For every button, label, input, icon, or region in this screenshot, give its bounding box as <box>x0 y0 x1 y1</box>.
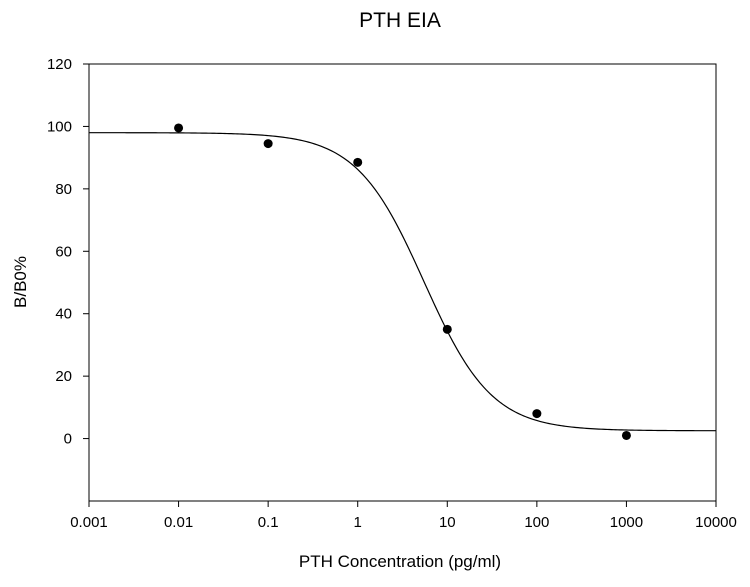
plot-frame <box>88 63 717 502</box>
x-tick-label: 10 <box>439 514 456 531</box>
y-axis-label: B/B0% <box>11 256 30 308</box>
x-tick-label: 0.1 <box>258 514 279 531</box>
fit-curve-line <box>89 132 716 432</box>
x-axis-ticks: 0.001 0.01 0.1 1 10 100 1000 10000 <box>70 501 737 531</box>
data-point <box>353 157 363 167</box>
y-tick-label: 20 <box>55 368 72 385</box>
chart-title: PTH EIA <box>359 9 441 32</box>
x-tick-label: 1 <box>354 514 362 531</box>
x-tick-label: 1000 <box>610 514 643 531</box>
y-tick-label: 60 <box>55 243 72 260</box>
y-tick-label: 100 <box>47 118 72 135</box>
data-point <box>263 139 273 149</box>
y-tick-label: 80 <box>55 181 72 198</box>
y-tick-label: 120 <box>47 56 72 73</box>
x-tick-label: 0.001 <box>70 514 108 531</box>
y-tick-label: 40 <box>55 306 72 323</box>
fit-curve-layer <box>89 132 716 432</box>
data-point <box>532 409 542 419</box>
x-tick-label: 10000 <box>695 514 737 531</box>
data-point <box>621 430 631 440</box>
data-point <box>174 123 184 133</box>
x-tick-label: 0.01 <box>164 514 193 531</box>
y-tick-label: 0 <box>64 431 72 448</box>
x-tick-label: 100 <box>524 514 549 531</box>
data-point <box>442 324 452 334</box>
y-axis-ticks: 0 20 40 60 80 100 120 <box>47 56 89 448</box>
data-points-layer <box>174 123 631 440</box>
x-axis-label: PTH Concentration (pg/ml) <box>299 552 501 571</box>
